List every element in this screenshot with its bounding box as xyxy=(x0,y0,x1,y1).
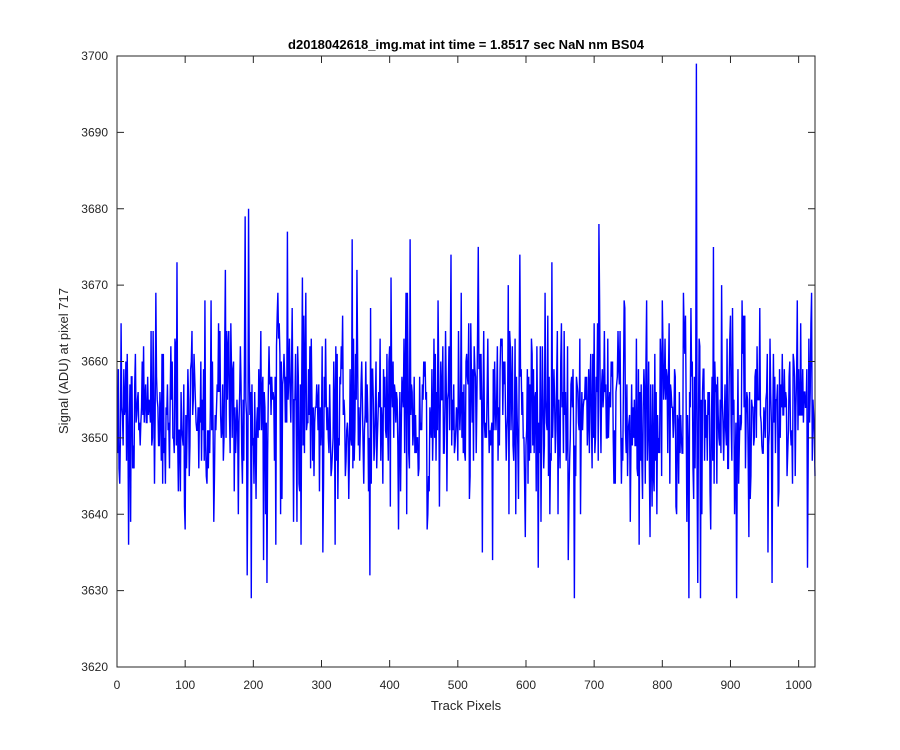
x-axis-label: Track Pixels xyxy=(431,698,502,713)
axes-box xyxy=(116,55,816,668)
y-tick-label: 3640 xyxy=(81,507,108,521)
x-tick-label: 300 xyxy=(311,678,331,692)
y-tick-label: 3690 xyxy=(81,125,108,139)
y-axis-label: Signal (ADU) at pixel 717 xyxy=(56,288,71,434)
x-tick-label: 500 xyxy=(448,678,468,692)
y-tick-label: 3700 xyxy=(81,49,108,63)
y-tick-label: 3670 xyxy=(81,278,108,292)
x-tick-label: 400 xyxy=(380,678,400,692)
series-line xyxy=(116,63,816,599)
y-tick-label: 3650 xyxy=(81,431,108,445)
x-tick-label: 200 xyxy=(243,678,263,692)
x-tick-label: 1000 xyxy=(785,678,812,692)
y-tick-label: 3620 xyxy=(81,660,108,674)
chart-title: d2018042618_img.mat int time = 1.8517 se… xyxy=(288,37,645,52)
x-tick-label: 600 xyxy=(516,678,536,692)
x-tick-label: 900 xyxy=(720,678,740,692)
x-tick-label: 800 xyxy=(652,678,672,692)
ticks-layer: 0 100 200 300 400 500 600 700 800 900 1000 3620 3630… xyxy=(81,49,815,692)
series-layer xyxy=(116,63,816,599)
y-tick-label: 3630 xyxy=(81,584,108,598)
x-tick-label: 100 xyxy=(175,678,195,692)
y-tick-label: 3680 xyxy=(81,202,108,216)
x-tick-label: 700 xyxy=(584,678,604,692)
x-tick-label: 0 xyxy=(114,678,121,692)
y-tick-label: 3660 xyxy=(81,355,108,369)
